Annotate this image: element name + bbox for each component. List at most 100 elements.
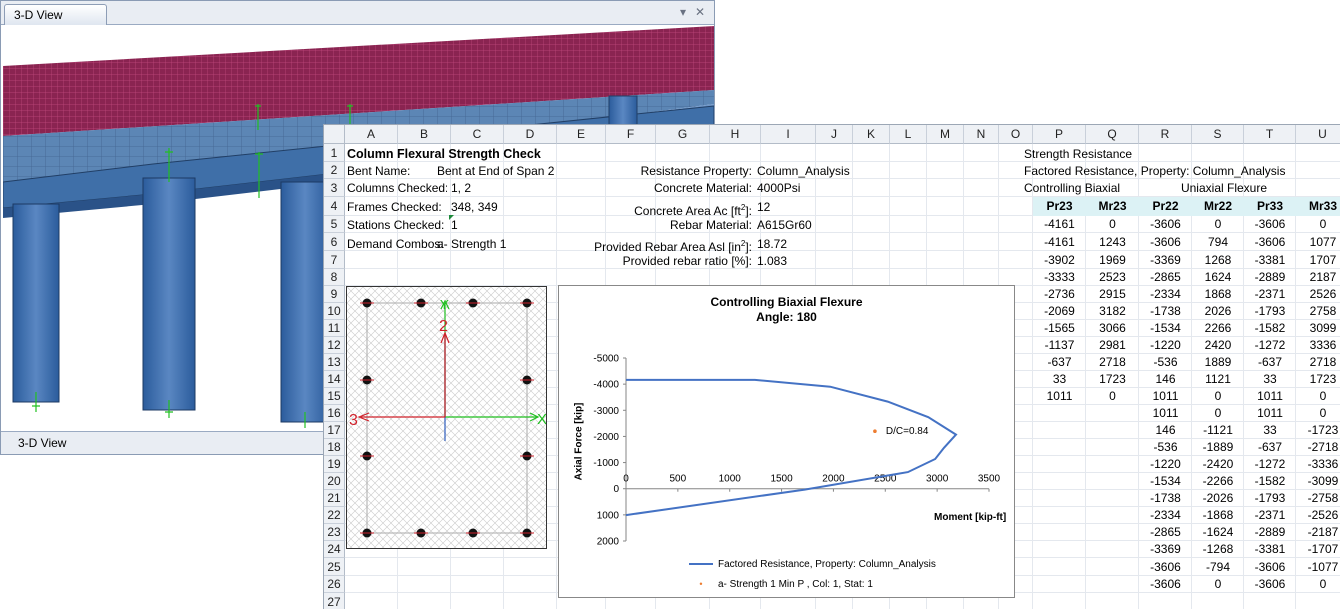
- uniaxial-pr33-cell[interactable]: -3381: [1254, 253, 1286, 267]
- uniaxial-mr22-cell[interactable]: 794: [1207, 235, 1229, 249]
- uniaxial-mr33-cell[interactable]: -3336: [1307, 457, 1339, 471]
- table-header-mr33[interactable]: Mr33: [1296, 197, 1340, 216]
- column-section-picture[interactable]: 2 3 X Y: [346, 286, 547, 549]
- biaxial-mr23-cell[interactable]: 2915: [1099, 287, 1126, 301]
- factored-resistance-label[interactable]: Factored Resistance, Property: Column_An…: [1024, 164, 1286, 178]
- uniaxial-pr22-cell[interactable]: -536: [1153, 440, 1178, 454]
- uniaxial-pr22-cell[interactable]: -3369: [1150, 542, 1181, 556]
- uniaxial-pr33-cell[interactable]: 33: [1263, 423, 1277, 437]
- uniaxial-mr22-cell[interactable]: 2026: [1204, 304, 1232, 318]
- row-header-25[interactable]: 25: [324, 558, 345, 576]
- frames-checked-value[interactable]: 348, 349: [451, 200, 498, 214]
- column-header-A[interactable]: A: [345, 125, 398, 144]
- uniaxial-pr22-cell[interactable]: -3606: [1150, 235, 1181, 249]
- uniaxial-mr33-cell[interactable]: 0: [1319, 406, 1327, 420]
- row-header-20[interactable]: 20: [324, 473, 345, 490]
- uniaxial-mr22-cell[interactable]: -1121: [1203, 423, 1233, 437]
- uniaxial-pr22-cell[interactable]: -3606: [1150, 217, 1181, 231]
- biaxial-pr23-cell[interactable]: -2736: [1044, 287, 1075, 301]
- row-header-19[interactable]: 19: [324, 456, 345, 473]
- uniaxial-mr22-cell[interactable]: -2026: [1202, 491, 1234, 505]
- uniaxial-pr22-cell[interactable]: -536: [1153, 355, 1178, 369]
- uniaxial-pr22-cell[interactable]: -1738: [1150, 304, 1181, 318]
- column-header-O[interactable]: O: [999, 125, 1033, 144]
- biaxial-mr23-cell[interactable]: 2718: [1099, 355, 1126, 369]
- column-header-F[interactable]: F: [606, 125, 656, 144]
- uniaxial-mr33-cell[interactable]: 2718: [1309, 355, 1337, 369]
- uniaxial-pr33-cell[interactable]: 33: [1263, 372, 1277, 386]
- uniaxial-pr33-cell[interactable]: -3606: [1254, 577, 1286, 591]
- uniaxial-pr33-cell[interactable]: -637: [1257, 355, 1283, 369]
- rebar-material-label[interactable]: Rebar Material:: [669, 218, 752, 232]
- uniaxial-mr22-cell[interactable]: -1268: [1202, 542, 1234, 556]
- columns-checked-value[interactable]: 1, 2: [451, 181, 472, 195]
- biaxial-pr23-cell[interactable]: -4161: [1044, 235, 1075, 249]
- 3d-view-tab[interactable]: 3-D View: [4, 4, 107, 25]
- uniaxial-pr33-cell[interactable]: -2889: [1254, 270, 1286, 284]
- column-header-J[interactable]: J: [816, 125, 853, 144]
- uniaxial-mr22-cell[interactable]: -1889: [1202, 440, 1234, 454]
- rebar-area-label[interactable]: Provided Rebar Area Asl [in2]:: [594, 239, 752, 254]
- uniaxial-pr22-cell[interactable]: -1534: [1150, 321, 1181, 335]
- strength-resistance-label[interactable]: Strength Resistance: [1024, 147, 1133, 161]
- uniaxial-pr22-cell[interactable]: 1011: [1152, 389, 1179, 403]
- concrete-material-label[interactable]: Concrete Material:: [653, 181, 752, 195]
- uniaxial-mr33-cell[interactable]: -2758: [1307, 491, 1339, 505]
- column-header-P[interactable]: P: [1033, 125, 1086, 144]
- uniaxial-mr33-cell[interactable]: 1707: [1309, 253, 1337, 267]
- biaxial-pr23-cell[interactable]: -637: [1047, 355, 1072, 369]
- row-header-15[interactable]: 15: [324, 388, 345, 405]
- uniaxial-pr33-cell[interactable]: -1582: [1254, 474, 1286, 488]
- uniaxial-pr22-cell[interactable]: -1534: [1150, 474, 1181, 488]
- select-all-corner[interactable]: [324, 125, 345, 144]
- row-header-24[interactable]: 24: [324, 541, 345, 558]
- uniaxial-pr33-cell[interactable]: 1011: [1257, 389, 1283, 403]
- table-header-pr22[interactable]: Pr22: [1139, 197, 1192, 216]
- row-header-6[interactable]: 6: [324, 233, 345, 251]
- uniaxial-pr33-cell[interactable]: -637: [1257, 440, 1283, 454]
- uniaxial-pr22-cell[interactable]: -2334: [1150, 508, 1181, 522]
- uniaxial-mr22-cell[interactable]: 1868: [1204, 287, 1232, 301]
- column-header-M[interactable]: M: [927, 125, 964, 144]
- column-header-E[interactable]: E: [557, 125, 606, 144]
- uniaxial-mr22-cell[interactable]: 0: [1214, 389, 1222, 403]
- uniaxial-mr33-cell[interactable]: 0: [1319, 577, 1327, 591]
- biaxial-pr23-cell[interactable]: -2069: [1044, 304, 1075, 318]
- uniaxial-mr33-cell[interactable]: -1077: [1307, 560, 1339, 574]
- table-header-pr33[interactable]: Pr33: [1244, 197, 1296, 216]
- table-header-pr23[interactable]: Pr23: [1033, 197, 1086, 216]
- uniaxial-mr33-cell[interactable]: 3099: [1309, 321, 1337, 335]
- uniaxial-pr22-cell[interactable]: -1220: [1150, 338, 1181, 352]
- column-header-C[interactable]: C: [451, 125, 504, 144]
- biaxial-mr23-cell[interactable]: 2981: [1099, 338, 1126, 352]
- uniaxial-mr33-cell[interactable]: 2526: [1309, 287, 1337, 301]
- concrete-area-value[interactable]: 12: [757, 200, 771, 214]
- uniaxial-pr33-cell[interactable]: -3606: [1254, 217, 1286, 231]
- rebar-area-value[interactable]: 18.72: [757, 237, 788, 251]
- row-header-11[interactable]: 11: [324, 320, 345, 337]
- uniaxial-mr33-cell[interactable]: -1707: [1307, 542, 1339, 556]
- resistance-property-label[interactable]: Resistance Property:: [640, 164, 752, 178]
- bent-name-label[interactable]: Bent Name:: [347, 164, 411, 178]
- uniaxial-mr33-cell[interactable]: 3336: [1309, 338, 1337, 352]
- uniaxial-pr22-cell[interactable]: -3606: [1150, 577, 1181, 591]
- concrete-area-label[interactable]: Concrete Area Ac [ft2]:: [634, 203, 752, 218]
- column-header-S[interactable]: S: [1192, 125, 1244, 144]
- uniaxial-mr22-cell[interactable]: -1624: [1202, 525, 1234, 539]
- column-header-G[interactable]: G: [656, 125, 710, 144]
- stations-checked-value[interactable]: 1: [451, 218, 458, 232]
- rebar-ratio-label[interactable]: Provided rebar ratio [%]:: [622, 254, 752, 268]
- uniaxial-pr33-cell[interactable]: 1011: [1257, 406, 1283, 420]
- uniaxial-pr22-cell[interactable]: 1011: [1152, 406, 1179, 420]
- row-header-27[interactable]: 27: [324, 593, 345, 609]
- row-header-26[interactable]: 26: [324, 576, 345, 593]
- uniaxial-pr33-cell[interactable]: -2889: [1254, 525, 1286, 539]
- biaxial-pr23-cell[interactable]: -1137: [1044, 338, 1075, 352]
- uniaxial-mr22-cell[interactable]: 1624: [1204, 270, 1232, 284]
- column-header-Q[interactable]: Q: [1086, 125, 1139, 144]
- uniaxial-mr22-cell[interactable]: 0: [1214, 577, 1222, 591]
- table-header-mr22[interactable]: Mr22: [1192, 197, 1244, 216]
- uniaxial-mr22-cell[interactable]: 0: [1214, 217, 1222, 231]
- biaxial-pr23-cell[interactable]: -1565: [1044, 321, 1075, 335]
- row-header-23[interactable]: 23: [324, 524, 345, 541]
